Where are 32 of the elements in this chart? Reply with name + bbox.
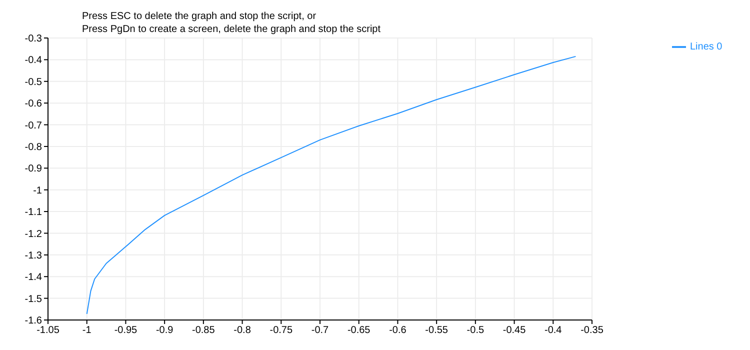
x-tick-label: -0.7	[311, 325, 330, 336]
y-tick-label: -0.6	[24, 98, 42, 110]
y-tick-label: -0.4	[24, 55, 42, 66]
y-tick-label: -0.3	[24, 34, 42, 45]
x-tick-label: -0.9	[156, 325, 174, 336]
x-tick-label: -0.95	[114, 325, 138, 336]
x-tick-label: -0.5	[466, 325, 484, 336]
y-tick-label: -1.4	[24, 272, 42, 284]
y-tick-label: -1	[33, 185, 42, 196]
x-tick-label: -0.8	[234, 325, 252, 336]
y-tick-label: -0.9	[24, 164, 42, 175]
x-tick-label: -0.55	[425, 325, 448, 336]
x-tick-label: -0.65	[347, 325, 371, 336]
x-tick-label: -0.4	[544, 325, 562, 336]
y-tick-label: -0.7	[24, 120, 42, 132]
chart-title: Press ESC to delete the graph and stop the script, or Press PgDn to create a screen, delete the graph and stop the script	[82, 10, 381, 36]
x-tick-label: -1.05	[36, 325, 60, 336]
y-tick-label: -0.5	[24, 76, 42, 88]
x-tick-label: -0.75	[270, 325, 293, 336]
x-tick-label: -0.85	[192, 325, 216, 336]
y-tick-label: -1.6	[24, 316, 42, 327]
legend-label: Lines 0	[690, 42, 722, 53]
y-tick-label: -0.8	[24, 142, 42, 154]
x-tick-label: -0.45	[502, 325, 526, 336]
x-tick-label: -1	[82, 325, 92, 336]
y-tick-label: -1.3	[24, 250, 42, 262]
y-tick-label: -1.1	[24, 207, 42, 218]
y-tick-label: -1.2	[24, 228, 42, 240]
x-tick-label: -0.35	[580, 325, 604, 336]
line-series	[86, 56, 576, 314]
x-tick-label: -0.6	[389, 325, 407, 336]
y-tick-label: -1.5	[24, 294, 42, 305]
